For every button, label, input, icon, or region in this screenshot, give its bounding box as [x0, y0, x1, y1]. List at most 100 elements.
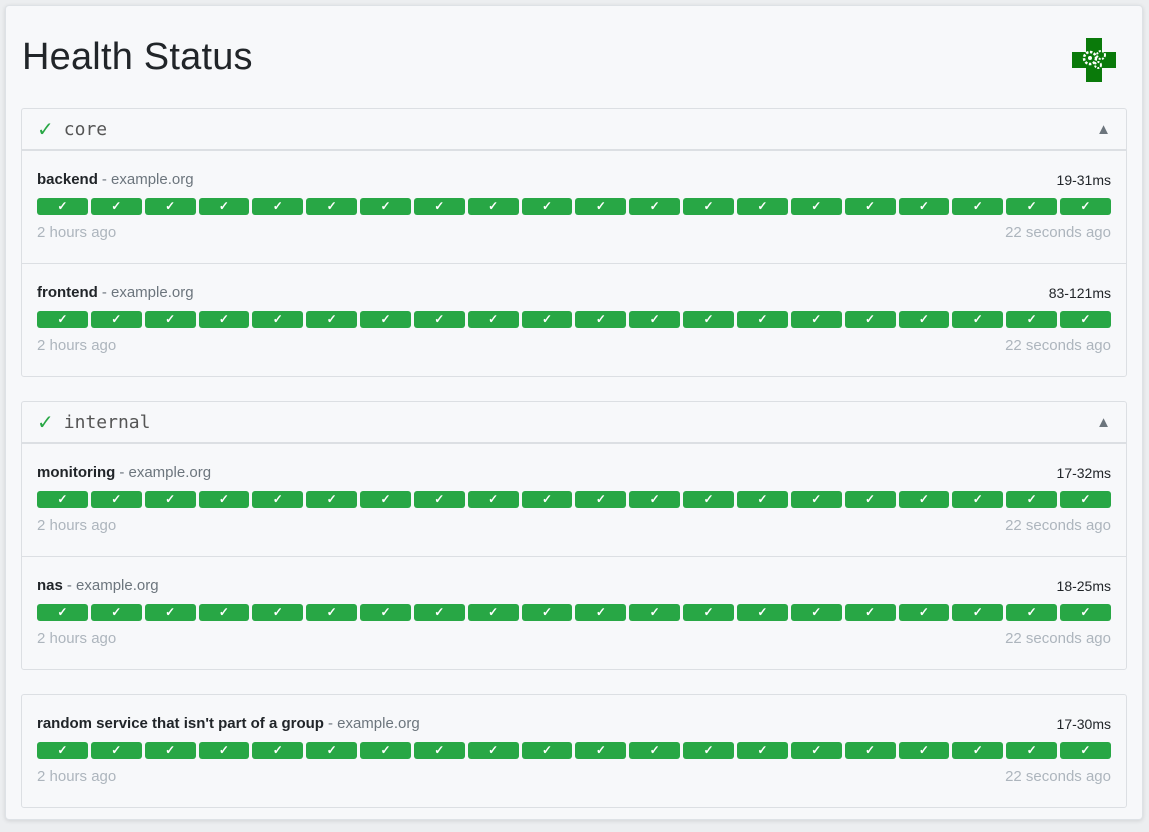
status-success-bar[interactable]: ✓: [952, 311, 1004, 328]
status-success-bar[interactable]: ✓: [1006, 742, 1058, 759]
status-success-bar[interactable]: ✓: [467, 311, 519, 328]
status-success-bar[interactable]: ✓: [790, 491, 842, 508]
status-success-bar[interactable]: ✓: [90, 604, 142, 621]
status-success-bar[interactable]: ✓: [37, 604, 88, 621]
status-success-bar[interactable]: ✓: [898, 491, 950, 508]
status-success-bar[interactable]: ✓: [198, 491, 250, 508]
status-success-bar[interactable]: ✓: [1060, 198, 1111, 215]
status-success-bar[interactable]: ✓: [736, 742, 788, 759]
status-success-bar[interactable]: ✓: [790, 198, 842, 215]
status-success-bar[interactable]: ✓: [575, 311, 627, 328]
status-success-bar[interactable]: ✓: [37, 311, 88, 328]
status-success-bar[interactable]: ✓: [898, 198, 950, 215]
status-success-bar[interactable]: ✓: [252, 491, 304, 508]
status-success-bar[interactable]: ✓: [683, 742, 734, 759]
status-success-bar[interactable]: ✓: [521, 198, 573, 215]
service-name[interactable]: monitoring: [37, 464, 116, 481]
status-success-bar[interactable]: ✓: [467, 604, 519, 621]
status-success-bar[interactable]: ✓: [575, 604, 627, 621]
group-header[interactable]: ✓ core ▲: [22, 109, 1126, 151]
status-success-bar[interactable]: ✓: [144, 742, 196, 759]
service-name[interactable]: random service that isn't part of a grou…: [37, 715, 324, 732]
status-success-bar[interactable]: ✓: [413, 198, 465, 215]
status-success-bar[interactable]: ✓: [198, 604, 250, 621]
status-success-bar[interactable]: ✓: [198, 311, 250, 328]
status-success-bar[interactable]: ✓: [467, 198, 519, 215]
group-header[interactable]: ✓ internal ▲: [22, 402, 1126, 444]
status-success-bar[interactable]: ✓: [306, 742, 358, 759]
status-success-bar[interactable]: ✓: [198, 742, 250, 759]
status-success-bar[interactable]: ✓: [1060, 604, 1111, 621]
status-success-bar[interactable]: ✓: [736, 311, 788, 328]
status-success-bar[interactable]: ✓: [90, 198, 142, 215]
status-success-bar[interactable]: ✓: [736, 491, 788, 508]
status-success-bar[interactable]: ✓: [37, 198, 88, 215]
service-name[interactable]: frontend: [37, 284, 98, 301]
status-success-bar[interactable]: ✓: [952, 742, 1004, 759]
status-success-bar[interactable]: ✓: [144, 311, 196, 328]
status-success-bar[interactable]: ✓: [90, 491, 142, 508]
status-success-bar[interactable]: ✓: [736, 198, 788, 215]
status-success-bar[interactable]: ✓: [144, 491, 196, 508]
status-success-bar[interactable]: ✓: [413, 604, 465, 621]
status-success-bar[interactable]: ✓: [790, 742, 842, 759]
status-success-bar[interactable]: ✓: [844, 742, 896, 759]
status-success-bar[interactable]: ✓: [413, 311, 465, 328]
status-success-bar[interactable]: ✓: [413, 742, 465, 759]
status-success-bar[interactable]: ✓: [629, 742, 681, 759]
status-success-bar[interactable]: ✓: [844, 604, 896, 621]
status-success-bar[interactable]: ✓: [1060, 742, 1111, 759]
status-success-bar[interactable]: ✓: [1060, 491, 1111, 508]
service-name[interactable]: nas: [37, 577, 63, 594]
status-success-bar[interactable]: ✓: [683, 198, 734, 215]
status-success-bar[interactable]: ✓: [521, 311, 573, 328]
status-success-bar[interactable]: ✓: [521, 604, 573, 621]
status-success-bar[interactable]: ✓: [306, 311, 358, 328]
status-success-bar[interactable]: ✓: [736, 604, 788, 621]
status-success-bar[interactable]: ✓: [683, 604, 734, 621]
collapse-triangle-icon[interactable]: ▲: [1096, 120, 1111, 138]
status-success-bar[interactable]: ✓: [844, 198, 896, 215]
status-success-bar[interactable]: ✓: [360, 198, 411, 215]
status-success-bar[interactable]: ✓: [144, 198, 196, 215]
status-success-bar[interactable]: ✓: [1060, 311, 1111, 328]
status-success-bar[interactable]: ✓: [360, 742, 411, 759]
status-success-bar[interactable]: ✓: [360, 491, 411, 508]
status-success-bar[interactable]: ✓: [306, 491, 358, 508]
status-success-bar[interactable]: ✓: [90, 742, 142, 759]
status-success-bar[interactable]: ✓: [575, 491, 627, 508]
status-success-bar[interactable]: ✓: [898, 742, 950, 759]
status-success-bar[interactable]: ✓: [467, 491, 519, 508]
status-success-bar[interactable]: ✓: [198, 198, 250, 215]
status-success-bar[interactable]: ✓: [1006, 491, 1058, 508]
status-success-bar[interactable]: ✓: [952, 604, 1004, 621]
status-success-bar[interactable]: ✓: [521, 491, 573, 508]
status-success-bar[interactable]: ✓: [413, 491, 465, 508]
status-success-bar[interactable]: ✓: [252, 742, 304, 759]
status-success-bar[interactable]: ✓: [575, 742, 627, 759]
status-success-bar[interactable]: ✓: [1006, 604, 1058, 621]
status-success-bar[interactable]: ✓: [629, 604, 681, 621]
service-name[interactable]: backend: [37, 171, 98, 188]
status-success-bar[interactable]: ✓: [898, 311, 950, 328]
status-success-bar[interactable]: ✓: [1006, 311, 1058, 328]
status-success-bar[interactable]: ✓: [467, 742, 519, 759]
status-success-bar[interactable]: ✓: [521, 742, 573, 759]
status-success-bar[interactable]: ✓: [952, 198, 1004, 215]
status-success-bar[interactable]: ✓: [844, 311, 896, 328]
status-success-bar[interactable]: ✓: [790, 311, 842, 328]
status-success-bar[interactable]: ✓: [360, 311, 411, 328]
status-success-bar[interactable]: ✓: [37, 491, 88, 508]
status-success-bar[interactable]: ✓: [37, 742, 88, 759]
status-success-bar[interactable]: ✓: [952, 491, 1004, 508]
status-success-bar[interactable]: ✓: [360, 604, 411, 621]
status-success-bar[interactable]: ✓: [629, 491, 681, 508]
status-success-bar[interactable]: ✓: [252, 198, 304, 215]
status-success-bar[interactable]: ✓: [683, 491, 734, 508]
status-success-bar[interactable]: ✓: [629, 198, 681, 215]
status-success-bar[interactable]: ✓: [90, 311, 142, 328]
status-success-bar[interactable]: ✓: [575, 198, 627, 215]
status-success-bar[interactable]: ✓: [790, 604, 842, 621]
collapse-triangle-icon[interactable]: ▲: [1096, 413, 1111, 431]
status-success-bar[interactable]: ✓: [252, 311, 304, 328]
